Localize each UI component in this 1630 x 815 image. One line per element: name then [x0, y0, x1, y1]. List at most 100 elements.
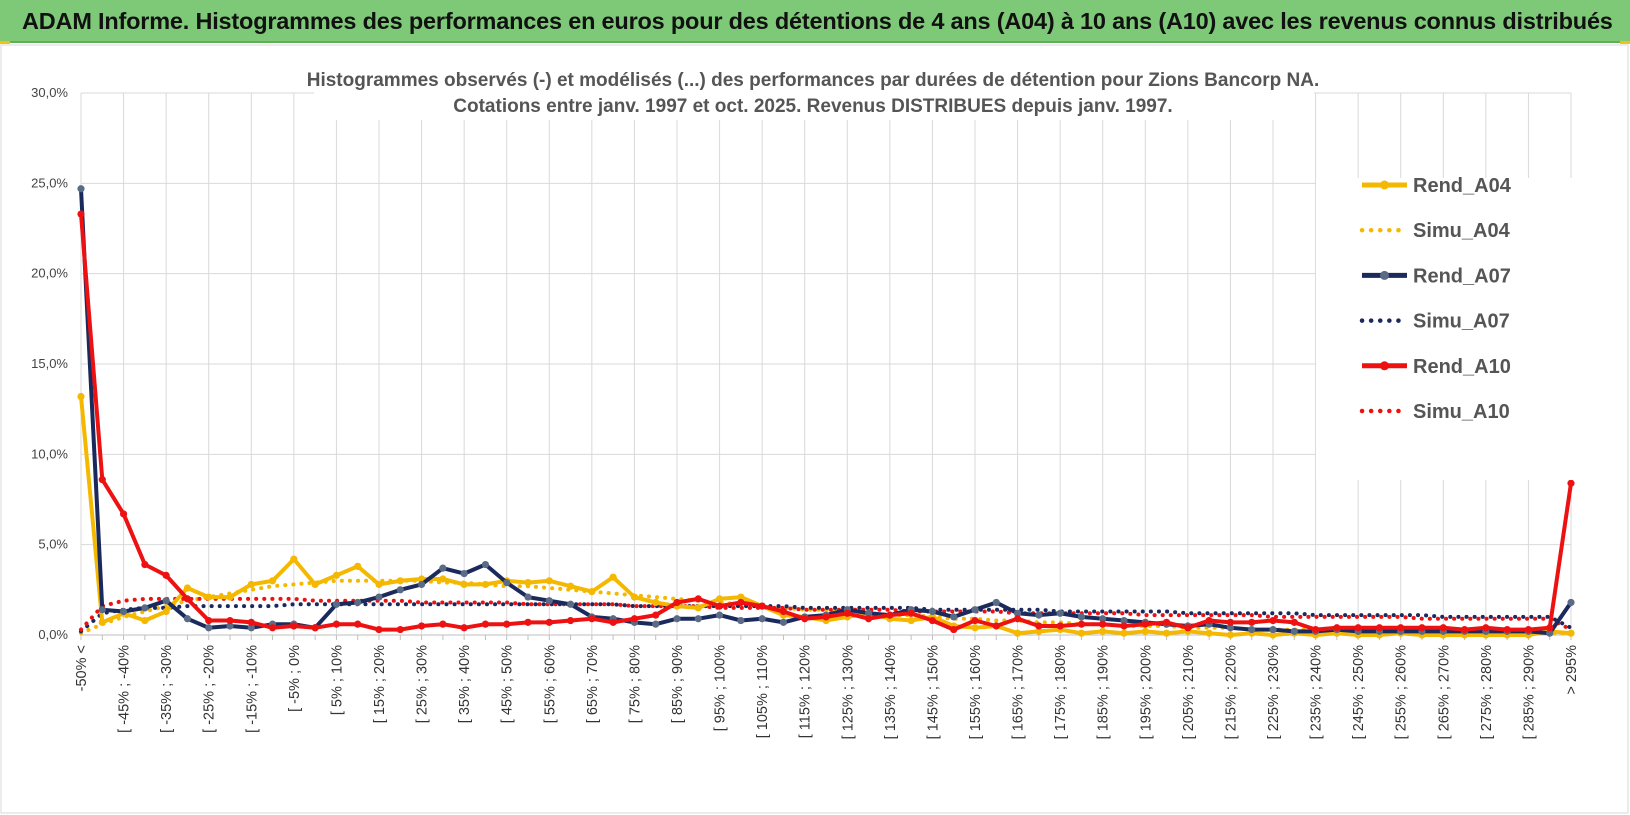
data-point-rend-a10 — [864, 615, 873, 623]
data-point-rend-a07 — [98, 606, 106, 614]
data-point-rend-a04 — [1205, 629, 1213, 637]
data-point-rend-a10 — [1099, 620, 1107, 628]
series-layer — [77, 185, 1575, 639]
data-point-rend-a10 — [1439, 624, 1447, 632]
x-tick-label: > 295% — [1564, 645, 1580, 695]
data-point-rend-a04 — [439, 575, 447, 583]
data-point-rend-a10 — [290, 622, 298, 630]
data-point-rend-a04 — [141, 616, 149, 625]
data-point-rend-a10 — [1162, 618, 1171, 626]
data-point-rend-a07 — [141, 604, 149, 612]
data-point-rend-a10 — [801, 615, 809, 623]
series-line-simu-a04 — [79, 578, 1573, 636]
data-point-rend-a04 — [183, 584, 192, 592]
data-point-rend-a04 — [162, 607, 170, 616]
data-point-rend-a07 — [375, 593, 383, 601]
data-point-rend-a10 — [460, 624, 468, 632]
data-point-rend-a10 — [375, 625, 383, 634]
x-tick-label: [ 265% ; 270% — [1436, 645, 1452, 739]
data-point-rend-a10 — [1269, 616, 1277, 625]
data-point-rend-a04 — [396, 577, 404, 585]
data-point-rend-a10 — [332, 620, 341, 628]
data-point-rend-a10 — [758, 602, 766, 610]
data-point-rend-a10 — [205, 616, 213, 625]
data-point-rend-a07 — [1120, 616, 1128, 625]
data-point-rend-a07 — [652, 620, 660, 628]
data-point-rend-a10 — [1546, 624, 1554, 632]
data-point-rend-a04 — [715, 595, 724, 603]
data-point-rend-a04 — [1120, 629, 1128, 637]
x-tick-label: [ -15% ; -10% — [244, 645, 260, 733]
data-point-rend-a07 — [1035, 611, 1043, 619]
y-axis: 0,0% 5,0% 10,0% 15,0% 20,0% 25,0% 30,0% — [31, 85, 68, 642]
data-point-rend-a07 — [417, 580, 426, 589]
data-point-rend-a04 — [1567, 629, 1575, 637]
data-point-rend-a04 — [737, 593, 745, 601]
x-tick-label: -50% < — [74, 645, 90, 691]
data-point-rend-a04 — [609, 573, 617, 581]
data-point-rend-a10 — [311, 624, 319, 632]
x-tick-label: [ 155% ; 160% — [968, 645, 984, 739]
data-point-rend-a07 — [226, 622, 234, 630]
x-tick-label: [ 35% ; 40% — [457, 645, 473, 723]
data-point-rend-a10 — [268, 624, 277, 632]
data-point-rend-a10 — [843, 609, 851, 617]
data-point-rend-a10 — [162, 571, 170, 579]
data-point-rend-a07 — [77, 185, 85, 193]
data-point-rend-a04 — [205, 593, 213, 601]
data-point-rend-a04 — [311, 580, 319, 589]
title-background — [314, 58, 1314, 120]
data-point-rend-a07 — [1248, 625, 1256, 634]
data-point-rend-a10 — [886, 611, 894, 619]
data-point-rend-a04 — [354, 562, 362, 570]
legend-label-simu-a07: Simu_A07 — [1413, 311, 1510, 333]
data-point-rend-a10 — [1524, 625, 1533, 634]
data-point-rend-a07 — [694, 615, 702, 623]
x-tick-label: [ 15% ; 20% — [372, 645, 388, 723]
data-point-rend-a10 — [1503, 625, 1511, 634]
data-point-rend-a07 — [1056, 609, 1064, 617]
y-tick-label: 25,0% — [31, 175, 68, 190]
data-point-rend-a04 — [1141, 627, 1149, 635]
chart-title-line1: Histogrammes observés (-) et modélisés (… — [307, 70, 1320, 91]
legend-marker-rend-a04 — [1380, 180, 1389, 190]
data-point-rend-a07 — [396, 586, 404, 594]
legend-label-rend-a10: Rend_A10 — [1413, 356, 1511, 378]
x-tick-label: [ 225% ; 230% — [1266, 645, 1282, 739]
header-banner: ADAM Informe. Histogrammes des performan… — [0, 0, 1630, 43]
data-point-rend-a07 — [460, 569, 468, 578]
data-point-rend-a10 — [545, 618, 553, 626]
x-tick-label: [ 5% ; 10% — [329, 645, 345, 715]
x-tick-label: [ 95% ; 100% — [713, 645, 729, 731]
data-point-rend-a04 — [545, 577, 553, 585]
x-tick-label: [ -5% ; 0% — [287, 645, 303, 712]
legend-label-rend-a07: Rend_A07 — [1413, 265, 1511, 287]
x-tick-label: [ 215% ; 220% — [1223, 645, 1239, 739]
x-tick-label: [ 55% ; 60% — [542, 645, 558, 723]
data-point-rend-a10 — [98, 476, 106, 484]
data-point-rend-a07 — [673, 615, 681, 623]
data-point-rend-a10 — [1120, 622, 1128, 630]
x-tick-label: [ 125% ; 130% — [840, 645, 856, 739]
data-point-rend-a10 — [992, 622, 1000, 630]
data-point-rend-a07 — [566, 600, 575, 608]
data-point-rend-a04 — [247, 580, 255, 589]
legend-label-simu-a10: Simu_A10 — [1413, 401, 1510, 423]
chart-title-line2: Cotations entre janv. 1997 et oct. 2025.… — [453, 96, 1172, 117]
x-tick-label: [ 115% ; 120% — [798, 645, 814, 738]
y-tick-label: 15,0% — [31, 356, 68, 371]
corner-mark-left — [0, 41, 10, 44]
x-tick-label: [ 25% ; 30% — [415, 645, 431, 723]
data-point-rend-a07 — [1269, 625, 1277, 634]
data-point-rend-a07 — [183, 615, 192, 623]
data-point-rend-a10 — [1333, 624, 1341, 632]
data-point-rend-a07 — [1567, 598, 1575, 607]
data-point-rend-a10 — [1141, 620, 1149, 628]
data-point-rend-a04 — [460, 580, 468, 589]
data-point-rend-a10 — [77, 210, 85, 218]
data-point-rend-a07 — [545, 597, 553, 605]
series-line-simu-a07 — [79, 602, 1573, 634]
data-point-rend-a10 — [609, 618, 617, 626]
data-point-rend-a07 — [779, 618, 788, 626]
data-point-rend-a10 — [119, 510, 128, 518]
